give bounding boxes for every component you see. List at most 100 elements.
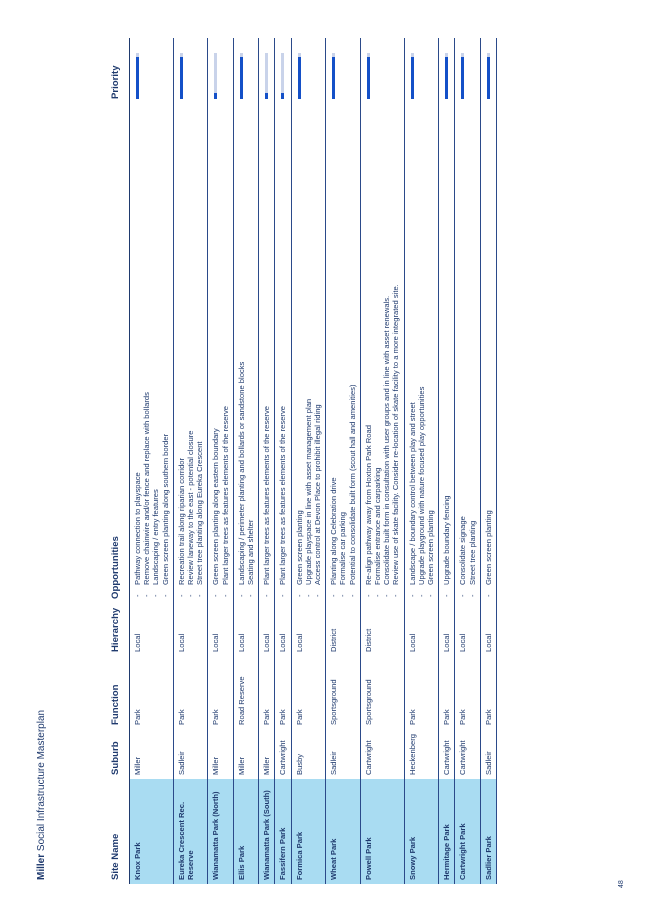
opportunities-list: Upgrade boundary fencing (442, 107, 451, 599)
site-name-cell: Cartwright Park (454, 779, 481, 884)
hierarchy-cell: District (325, 603, 361, 656)
col-header-priority: Priority (108, 38, 130, 103)
table-rotator: Site Name Suburb Function Hierarchy Oppo… (108, 38, 558, 884)
site-name-cell: Knox Park (129, 779, 174, 884)
table-row: Powell Park Cartwright Sportsground Distric… (360, 38, 405, 884)
function-cell: Sportsground (325, 656, 361, 729)
opportunity-item: Landscape / boundary control between pla… (408, 107, 417, 599)
opportunity-item: Upgrade boundary fencing (442, 107, 451, 599)
hierarchy-cell: Local (173, 603, 208, 656)
opportunity-item: Upgrade playground with nature focused p… (417, 107, 426, 599)
hierarchy-cell: Local (207, 603, 234, 656)
function-cell: Park (258, 656, 275, 729)
priority-cell (258, 38, 275, 103)
function-cell: Road Reserve (233, 656, 259, 729)
opportunity-item: Green screen planting (484, 107, 493, 599)
priority-cell (454, 38, 481, 103)
suburb-cell: Miller (258, 729, 275, 779)
priority-bar (461, 53, 465, 99)
site-name-cell: Ellis Park (233, 779, 259, 884)
opportunity-item: Review use of skate facility. Consider r… (391, 107, 400, 599)
priority-bar (265, 53, 269, 99)
priority-cell (438, 38, 455, 103)
opportunities-list: Green screen planting along eastern boun… (211, 107, 229, 599)
priority-cell (233, 38, 259, 103)
suburb-cell: Cartwright (360, 729, 405, 779)
opportunity-item: Landscaping / perimeter planting and bol… (237, 107, 246, 599)
header-bold: Miller (36, 853, 47, 880)
opportunity-item: Recreation trail along riparian corridor (177, 107, 186, 599)
opportunities-list: Re-align pathway away from Hoxton Park R… (364, 107, 401, 599)
suburb-cell: Sadleir (325, 729, 361, 779)
priority-bar-fill (445, 56, 449, 99)
function-cell: Park (404, 656, 439, 729)
site-name-cell: Fassifern Park (274, 779, 292, 884)
hierarchy-cell: Local (454, 603, 481, 656)
opportunities-cell: Upgrade boundary fencing (438, 103, 455, 603)
function-cell: Park (291, 656, 326, 729)
hierarchy-cell: Local (274, 603, 292, 656)
opportunities-list: Recreation trail along riparian corridor… (177, 107, 205, 599)
col-header-suburb: Suburb (108, 729, 130, 779)
opportunity-item: Access control at Devon Place to prohibi… (313, 107, 322, 599)
opportunities-cell: Landscape / boundary control between pla… (404, 103, 439, 603)
opportunity-item: Consolidate signage (458, 107, 467, 599)
opportunities-list: Landscape / boundary control between pla… (408, 107, 436, 599)
function-cell: Sportsground (360, 656, 405, 729)
priority-bar (239, 53, 243, 99)
opportunities-table: Site Name Suburb Function Hierarchy Oppo… (108, 38, 497, 884)
opportunities-list: Plant larger trees as features elements … (278, 107, 287, 599)
opportunity-item: Green screen planting along southern bor… (161, 107, 170, 599)
priority-bar-fill (214, 93, 218, 99)
priority-bar (366, 53, 370, 99)
site-name-cell: Eureka Crescent Rec. Reserve (173, 779, 208, 884)
opportunity-item: Green screen planting (295, 107, 304, 599)
priority-cell (480, 38, 497, 103)
priority-bar-fill (179, 56, 183, 99)
priority-bar (486, 53, 490, 99)
priority-bar-fill (366, 56, 370, 99)
suburb-cell: Cartwright (438, 729, 455, 779)
priority-cell (360, 38, 405, 103)
priority-bar-fill (265, 93, 269, 99)
priority-cell (207, 38, 234, 103)
priority-bar-fill (486, 56, 490, 99)
priority-bar (214, 53, 218, 99)
opportunity-item: Formalise car parking (338, 107, 347, 599)
opportunity-item: Potential to consolidate built form (sco… (348, 107, 357, 599)
function-cell: Park (173, 656, 208, 729)
opportunity-item: Street tree planting along Eureka Cresce… (195, 107, 204, 599)
priority-cell (325, 38, 361, 103)
opportunities-cell: Landscaping / perimeter planting and bol… (233, 103, 259, 603)
opportunities-cell: Recreation trail along riparian corridor… (173, 103, 208, 603)
opportunities-list: Pathway connection to playspaceRemove ch… (133, 107, 170, 599)
opportunity-item: Plant larger trees as features elements … (262, 107, 271, 599)
opportunities-cell: Re-align pathway away from Hoxton Park R… (360, 103, 405, 603)
opportunities-cell: Plant larger trees as features elements … (258, 103, 275, 603)
priority-bar (410, 53, 414, 99)
priority-bar (445, 53, 449, 99)
hierarchy-cell: District (360, 603, 405, 656)
hierarchy-cell: Local (480, 603, 497, 656)
site-name-cell: Hermitage Park (438, 779, 455, 884)
priority-cell (291, 38, 326, 103)
priority-cell (173, 38, 208, 103)
opportunity-item: Seating and shelter (246, 107, 255, 599)
hierarchy-cell: Local (129, 603, 174, 656)
site-name-cell: Wianamatta Park (North) (207, 779, 234, 884)
document-header: Miller Social Infrastructure Masterplan (36, 710, 47, 880)
function-cell: Park (207, 656, 234, 729)
priority-cell (129, 38, 174, 103)
function-cell: Park (438, 656, 455, 729)
opportunity-item: Planting along Celebration drive (329, 107, 338, 599)
priority-bar (332, 53, 336, 99)
opportunity-item: Remove chainwire and/or fence and replac… (142, 107, 151, 599)
